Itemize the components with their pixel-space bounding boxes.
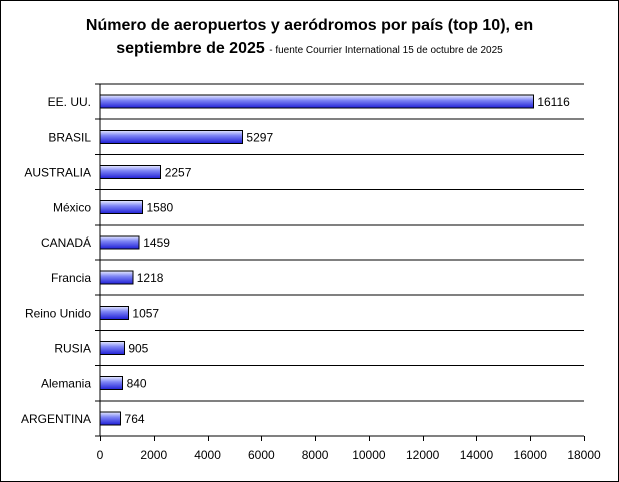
bars [99,94,534,426]
category-label: Alemania [41,377,91,391]
category-label: Francia [51,271,91,285]
x-tick-label: 0 [97,448,104,462]
category-label: AUSTRALIA [24,166,91,180]
x-tick-label: 2000 [140,448,167,462]
x-tick-label: 16000 [514,448,548,462]
x-tick-label: 6000 [248,448,275,462]
category-label: ARGENTINA [21,412,91,426]
value-label: 5297 [246,130,273,144]
bar [99,305,129,320]
x-tick-label: 14000 [460,448,494,462]
value-label: 905 [128,342,148,356]
bar [99,341,125,355]
category-label: México [53,201,91,215]
category-label: RUSIA [54,342,91,356]
x-tick-label: 4000 [194,448,221,462]
value-label: 1057 [132,306,159,320]
x-tick-label: 18000 [567,448,601,462]
bar [99,200,143,215]
bar [99,270,134,285]
value-label: 1459 [143,236,170,250]
bar [99,129,243,144]
category-label: BRASIL [48,130,91,144]
labels: 0 2000 4000 6000 8000 10000 12000 14000 16000 180… [21,95,601,462]
chart-title: Número de aeropuertos y aeródromos por p… [85,17,534,34]
category-label: Reino Unido [25,306,91,320]
x-tick-label: 12000 [406,448,440,462]
x-tick-label: 10000 [352,448,386,462]
chart-subtitle: - fuente Courrier International 15 de oc… [269,45,503,56]
category-label: CANADÁ [41,235,91,250]
bar [99,94,534,109]
chart-title-continued: septiembre de 2025 [116,40,265,57]
value-label: 2257 [165,166,192,180]
x-tick-label: 8000 [302,448,329,462]
bar [99,165,162,179]
bar [99,235,140,250]
bar [99,411,122,426]
bar [99,376,124,391]
value-label: 1218 [137,271,164,285]
value-label: 1580 [146,201,173,215]
chart-title-line2: septiembre de 2025 - fuente Courrier Int… [0,40,619,58]
value-label: 840 [127,377,147,391]
value-label: 16116 [537,95,570,109]
value-label: 764 [125,412,145,426]
category-label: EE. UU. [48,95,91,109]
